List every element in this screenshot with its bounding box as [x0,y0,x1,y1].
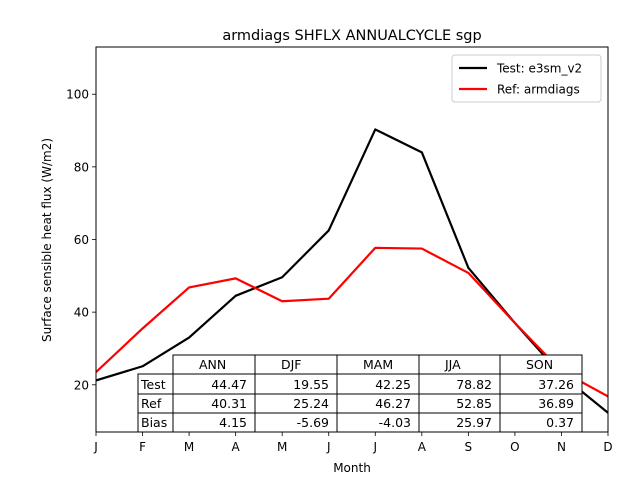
series-layer [96,128,608,414]
table-cell-value: 46.27 [375,396,411,411]
y-axis-label: Surface sensible heat flux (W/m2) [40,138,54,342]
legend-label-test: Test: e3sm_v2 [496,62,582,76]
table-cell-value: 42.25 [375,377,411,392]
y-tick-label: 80 [74,160,89,174]
table-cell-value: 52.85 [456,396,492,411]
legend-box [451,54,602,103]
table-header-label: DJF [281,357,302,372]
x-tick-label: M [184,440,194,454]
table-row-label: Test [140,377,166,392]
table-header-label: ANN [199,357,226,372]
y-tick-label: 20 [74,378,89,392]
table-header-label: JJA [444,357,461,372]
x-tick-label: O [510,440,519,454]
table-cell-value: 36.89 [538,396,574,411]
table-cell-value: 44.47 [211,377,247,392]
x-tick-label: D [603,440,612,454]
table-cell-value: 25.97 [456,415,492,430]
table-row-label: Bias [141,415,167,430]
table-header-label: MAM [363,357,393,372]
table-cell-value: 40.31 [211,396,247,411]
table-cell-value: 25.24 [293,396,329,411]
x-tick-label: M [277,440,287,454]
x-tick-label: N [557,440,566,454]
y-axis: 20 40 60 80 100 [66,88,96,392]
x-tick-label: J [326,440,331,454]
x-tick-label: J [93,440,98,454]
table-header-label: SON [526,357,553,372]
x-tick-label: J [372,440,377,454]
plot-area: ANN DJF MAM JJA SON Test 44.47 19.55 42.25 78.82 3… [95,46,609,433]
summary-table: ANN DJF MAM JJA SON Test 44.47 19.55 42.25 78.82 3… [137,354,583,433]
table-cell-value: 37.26 [538,377,574,392]
legend-label-ref: Ref: armdiags [497,83,580,97]
table-cell-value: 19.55 [293,377,329,392]
y-tick-label: 100 [66,88,89,102]
y-tick-label: 60 [74,233,89,247]
table-cell-value: -5.69 [297,415,329,430]
chart-title: armdiags SHFLX ANNUALCYCLE sgp [222,28,481,44]
table-cell-value: -4.03 [379,415,411,430]
table-cell-value: 4.15 [219,415,247,430]
table-cell-value: 0.37 [546,415,574,430]
x-tick-label: A [418,440,427,454]
legend: Test: e3sm_v2 Ref: armdiags [451,54,602,103]
table-cell-value: 78.82 [456,377,492,392]
x-tick-label: A [232,440,241,454]
y-tick-label: 40 [74,306,89,320]
table-row-label: Ref [141,396,162,411]
x-tick-label: S [465,440,473,454]
series-line-ref [96,246,608,398]
x-axis-label: Month [333,461,371,475]
x-tick-label: F [139,440,146,454]
